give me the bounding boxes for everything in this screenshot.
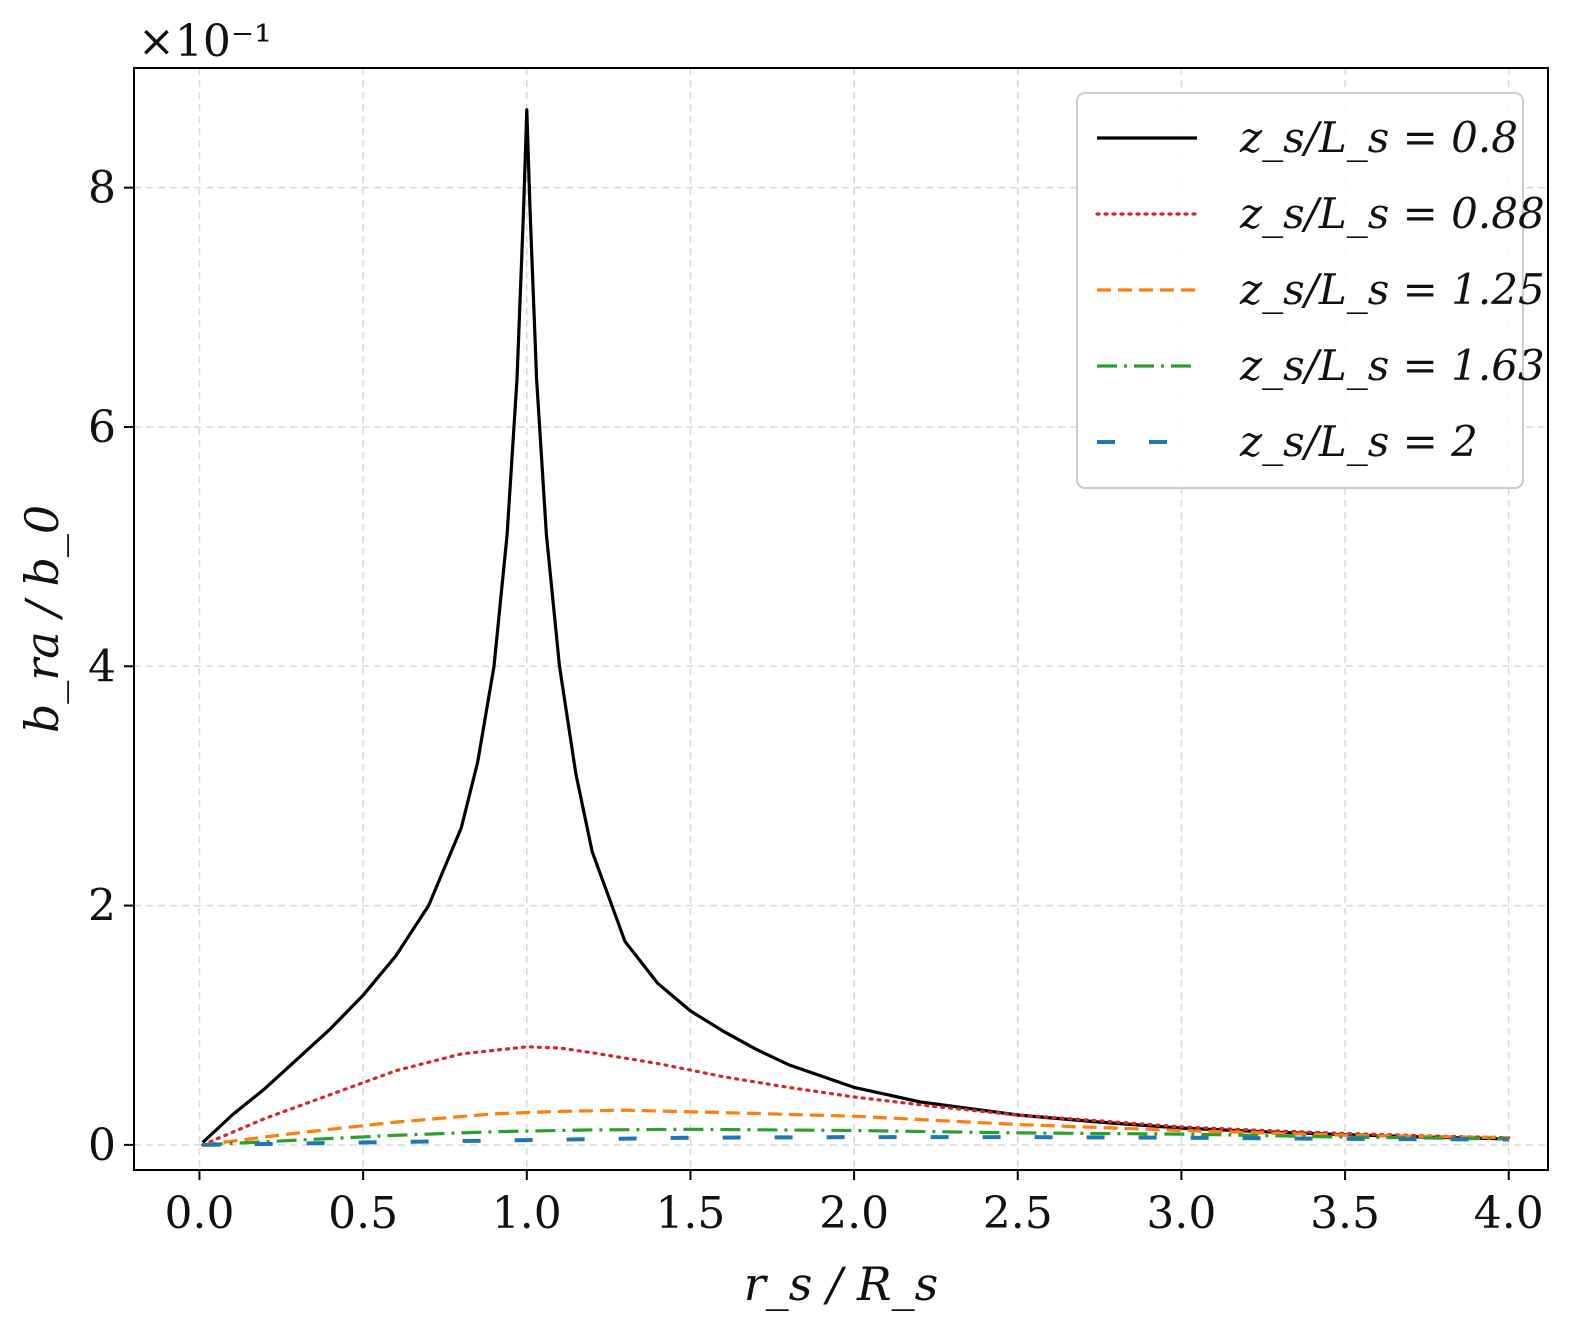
y-axis-label: b_ra / b_0 <box>15 505 69 733</box>
series-line-4 <box>202 1135 1509 1147</box>
x-tick-label: 3.5 <box>1310 1188 1380 1239</box>
y-axis: 0 2 4 6 8 <box>88 163 134 1171</box>
y-tick-label: 0 <box>88 1120 116 1171</box>
series-line-2 <box>202 1108 1509 1147</box>
y-tick-label: 4 <box>88 641 116 692</box>
legend-label-3: z_s/L_s = 1.63 <box>1239 341 1545 390</box>
x-axis: 0.0 0.5 1.0 1.5 2.0 2.5 3.0 3.5 4.0 <box>164 1170 1544 1239</box>
x-tick-label: 0.0 <box>164 1188 234 1239</box>
legend-label-1: z_s/L_s = 0.88 <box>1239 189 1545 238</box>
x-tick-label: 3.0 <box>1146 1188 1216 1239</box>
plot-series <box>201 108 1511 1147</box>
y-tick-label: 2 <box>88 881 116 932</box>
legend-box <box>1076 92 1524 489</box>
series-line-1 <box>201 1045 1511 1147</box>
legend-label-2: z_s/L_s = 1.25 <box>1239 265 1545 314</box>
x-tick-label: 4.0 <box>1474 1188 1544 1239</box>
x-tick-label: 1.5 <box>655 1188 725 1239</box>
x-tick-label: 2.0 <box>819 1188 889 1239</box>
x-tick-label: 1.0 <box>492 1188 562 1239</box>
x-tick-label: 0.5 <box>328 1188 398 1239</box>
x-tick-label: 2.5 <box>983 1188 1053 1239</box>
legend: z_s/L_s = 0.8 z_s/L_s = 0.88 z_s/L_s = 1.2… <box>1076 92 1545 489</box>
y-tick-label: 8 <box>88 163 116 214</box>
y-offset-text: ×10⁻¹ <box>138 16 272 67</box>
y-tick-label: 6 <box>88 402 116 453</box>
x-axis-label: r_s / R_s <box>744 1257 939 1311</box>
plot-frame <box>133 67 1549 1171</box>
legend-label-0: z_s/L_s = 0.8 <box>1239 113 1518 162</box>
legend-label-4: z_s/L_s = 2 <box>1239 417 1478 466</box>
series-line-3 <box>202 1127 1509 1147</box>
